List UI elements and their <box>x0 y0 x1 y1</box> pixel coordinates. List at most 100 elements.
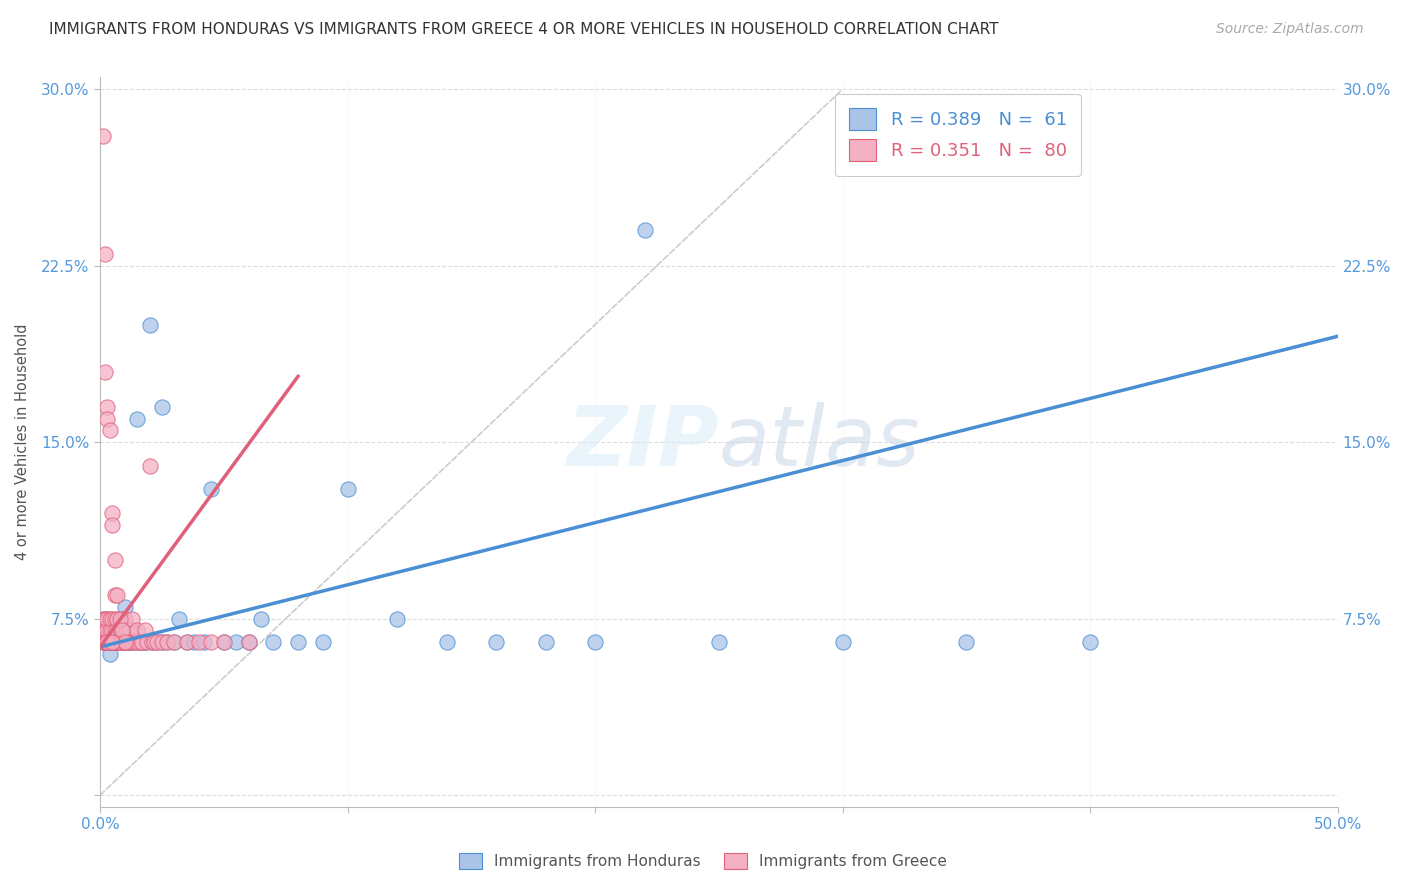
Point <box>101 635 124 649</box>
Point <box>94 624 117 638</box>
Point <box>111 635 134 649</box>
Point <box>156 635 179 649</box>
Point <box>117 624 139 638</box>
Point <box>111 635 134 649</box>
Point <box>96 400 118 414</box>
Point <box>176 635 198 649</box>
Point <box>138 458 160 473</box>
Point <box>98 635 121 649</box>
Point <box>831 635 853 649</box>
Point <box>955 635 977 649</box>
Point <box>98 424 121 438</box>
Point <box>105 635 128 649</box>
Point <box>118 635 141 649</box>
Point <box>141 635 163 649</box>
Point <box>176 635 198 649</box>
Point <box>124 635 146 649</box>
Point <box>94 612 117 626</box>
Point <box>94 247 117 261</box>
Point <box>105 588 128 602</box>
Point <box>114 635 136 649</box>
Point <box>96 635 118 649</box>
Point <box>96 411 118 425</box>
Point <box>101 624 124 638</box>
Point <box>134 635 156 649</box>
Point <box>98 635 121 649</box>
Point <box>94 635 117 649</box>
Point <box>94 365 117 379</box>
Point <box>114 635 136 649</box>
Point <box>101 635 124 649</box>
Point <box>583 635 606 649</box>
Point <box>104 635 127 649</box>
Point <box>111 624 134 638</box>
Point <box>128 635 150 649</box>
Point <box>633 223 655 237</box>
Point <box>91 635 114 649</box>
Text: IMMIGRANTS FROM HONDURAS VS IMMIGRANTS FROM GREECE 4 OR MORE VEHICLES IN HOUSEHO: IMMIGRANTS FROM HONDURAS VS IMMIGRANTS F… <box>49 22 998 37</box>
Point <box>485 635 508 649</box>
Point <box>91 129 114 144</box>
Point <box>146 635 169 649</box>
Point <box>163 635 186 649</box>
Point <box>118 624 141 638</box>
Point <box>98 612 121 626</box>
Point <box>124 635 146 649</box>
Point <box>212 635 235 649</box>
Text: Source: ZipAtlas.com: Source: ZipAtlas.com <box>1216 22 1364 37</box>
Point <box>96 635 118 649</box>
Point <box>91 612 114 626</box>
Point <box>1078 635 1101 649</box>
Point <box>101 635 124 649</box>
Point <box>117 635 139 649</box>
Point <box>150 635 173 649</box>
Point <box>114 635 136 649</box>
Point <box>127 624 149 638</box>
Point <box>136 635 159 649</box>
Point <box>146 635 169 649</box>
Point <box>104 553 127 567</box>
Point <box>143 635 166 649</box>
Point <box>118 635 141 649</box>
Point <box>238 635 260 649</box>
Point <box>108 612 131 626</box>
Point <box>200 483 222 497</box>
Point <box>127 411 149 425</box>
Point <box>108 635 131 649</box>
Text: atlas: atlas <box>718 401 921 483</box>
Point <box>167 612 190 626</box>
Point <box>114 612 136 626</box>
Point <box>163 635 186 649</box>
Point <box>104 635 127 649</box>
Point <box>212 635 235 649</box>
Point <box>150 635 173 649</box>
Point <box>108 612 131 626</box>
Point <box>336 483 359 497</box>
Point <box>111 612 134 626</box>
Point <box>96 635 118 649</box>
Point <box>108 635 131 649</box>
Point <box>91 624 114 638</box>
Point <box>436 635 458 649</box>
Point <box>108 635 131 649</box>
Legend: R = 0.389   N =  61, R = 0.351   N =  80: R = 0.389 N = 61, R = 0.351 N = 80 <box>835 94 1081 176</box>
Point <box>134 635 156 649</box>
Point <box>96 635 118 649</box>
Legend: Immigrants from Honduras, Immigrants from Greece: Immigrants from Honduras, Immigrants fro… <box>453 847 953 875</box>
Point <box>101 506 124 520</box>
Point <box>225 635 247 649</box>
Point <box>108 635 131 649</box>
Point <box>128 635 150 649</box>
Point <box>104 635 127 649</box>
Point <box>94 612 117 626</box>
Point <box>250 612 273 626</box>
Point <box>127 635 149 649</box>
Point <box>94 624 117 638</box>
Point <box>94 635 117 649</box>
Point <box>111 624 134 638</box>
Point <box>101 612 124 626</box>
Point <box>131 635 153 649</box>
Point <box>104 635 127 649</box>
Point <box>98 624 121 638</box>
Point <box>105 612 128 626</box>
